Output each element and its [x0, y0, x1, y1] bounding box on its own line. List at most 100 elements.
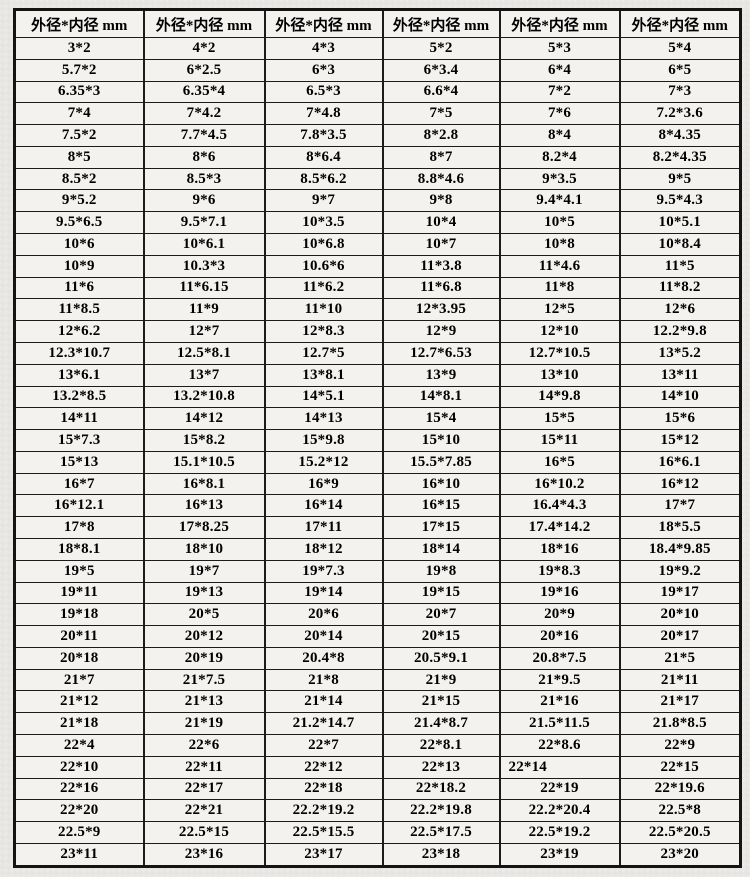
size-cell: 22*8.1: [381, 734, 501, 757]
size-cell: 16*14: [263, 494, 384, 518]
size-cell: 20*11: [13, 625, 145, 648]
size-cell: 23*18: [381, 842, 501, 868]
size-cell: 16*12.1: [13, 494, 145, 518]
size-cell: 11*6.2: [263, 276, 384, 300]
size-cell: 19*8.3: [498, 559, 621, 583]
size-cell: 8*6.4: [263, 145, 384, 169]
size-cell: 7*4.2: [142, 102, 266, 126]
size-cell: 6*3.4: [381, 58, 501, 82]
size-cell: 12*5: [498, 298, 621, 322]
size-cell: 19*14: [263, 581, 384, 605]
size-cell: 3*2: [13, 37, 145, 60]
size-cell: 7*5: [381, 102, 501, 126]
table-row: 13.2*8.5 13.2*10.8 14*5.1 14*8.1 14*9.8 14*10: [13, 385, 742, 409]
column-header: 外径*内径 mm: [263, 9, 384, 38]
size-cell: 19*15: [381, 581, 501, 605]
size-cell: 20.8*7.5: [498, 646, 621, 670]
size-cell: 13*8.1: [263, 363, 384, 387]
size-cell: 7.8*3.5: [263, 124, 384, 147]
table-row: 8.5*2 8.5*3 8.5*6.2 8.8*4.6 9*3.5 9*5: [13, 167, 742, 191]
size-cell: 21*7.5: [142, 668, 266, 692]
size-cell: 10*3.5: [263, 211, 384, 235]
size-cell: 18*12: [263, 537, 384, 561]
size-cell: 5*2: [381, 37, 501, 60]
size-cell: 8.2*4: [498, 145, 621, 169]
size-spec-table: 外径*内径 mm 外径*内径 mm 外径*内径 mm 外径*内径 mm 外径*内…: [13, 8, 742, 868]
size-cell: 18*10: [142, 537, 266, 561]
size-cell: 20*10: [618, 603, 742, 627]
size-cell: 18*5.5: [618, 516, 742, 539]
size-cell: 22*13: [381, 755, 501, 779]
size-cell: 21*7: [13, 668, 145, 692]
table-row: 10*9 10.3*3 10.6*6 11*3.8 11*4.6 11*5: [13, 254, 742, 278]
table-row: 10*6 10*6.1 10*6.8 10*7 10*8 10*8.4: [13, 233, 742, 256]
size-cell: 21*13: [142, 690, 266, 714]
size-cell: 9.5*4.3: [618, 189, 742, 213]
size-cell: 8*4: [498, 124, 621, 147]
size-cell: 22*17: [142, 777, 266, 801]
size-cell: 20*18: [13, 646, 145, 670]
size-cell: 12.3*10.7: [13, 341, 145, 365]
size-cell: 10*9: [13, 254, 145, 278]
size-cell: 15*7.3: [13, 429, 145, 452]
size-cell: 11*8.5: [13, 298, 145, 322]
size-cell: 15.2*12: [263, 450, 384, 474]
size-cell: 12*9: [381, 320, 501, 343]
size-cell: 13.2*10.8: [142, 385, 266, 409]
table-header: 外径*内径 mm 外径*内径 mm 外径*内径 mm 外径*内径 mm 外径*内…: [13, 9, 742, 38]
size-cell: 17*8: [13, 516, 145, 539]
size-cell: 22*7: [263, 734, 384, 757]
size-cell: 23*17: [263, 842, 384, 868]
size-cell: 22*19: [498, 777, 621, 801]
size-cell: 6.35*4: [142, 80, 266, 104]
size-cell: 23*19: [498, 842, 621, 868]
table-row: 14*11 14*12 14*13 15*4 15*5 15*6: [13, 407, 742, 431]
table-row: 20*11 20*12 20*14 20*15 20*16 20*17: [13, 625, 742, 648]
size-cell: 19*7.3: [263, 559, 384, 583]
size-cell: 11*8.2: [618, 276, 742, 300]
size-cell: 17*15: [381, 516, 501, 539]
size-cell: 7*4.8: [263, 102, 384, 126]
size-cell: 14*9.8: [498, 385, 621, 409]
size-cell: 19*5: [13, 559, 145, 583]
table-row: 9*5.2 9*6 9*7 9*8 9.4*4.1 9.5*4.3: [13, 189, 742, 213]
size-cell: 13*5.2: [618, 341, 742, 365]
size-cell: 20*6: [263, 603, 384, 627]
size-cell: 21.4*8.7: [381, 712, 501, 735]
size-cell: 4*2: [142, 37, 266, 60]
size-cell: 16*5: [498, 450, 621, 474]
size-cell: 20*16: [498, 625, 621, 648]
size-cell: 8.8*4.6: [381, 167, 501, 191]
size-cell: 5*4: [618, 37, 742, 60]
size-cell: 21*12: [13, 690, 145, 714]
size-cell: 22*18.2: [381, 777, 501, 801]
table-row: 15*13 15.1*10.5 15.2*12 15.5*7.85 16*5 16*6.1: [13, 450, 742, 474]
size-cell: 10*5.1: [618, 211, 742, 235]
size-cell: 19*8: [381, 559, 501, 583]
size-cell: 19*7: [142, 559, 266, 583]
size-cell: 15.1*10.5: [142, 450, 266, 474]
size-cell: 20*9: [498, 603, 621, 627]
size-cell: 22*11: [142, 755, 266, 779]
size-cell: 10.3*3: [142, 254, 266, 278]
size-cell: 11*6.15: [142, 276, 266, 300]
size-cell: 20*19: [142, 646, 266, 670]
size-cell: 17*8.25: [142, 516, 266, 539]
size-cell: 16*10.2: [498, 472, 621, 496]
size-cell: 14*13: [263, 407, 384, 431]
size-cell: 20*5: [142, 603, 266, 627]
size-cell: 22.5*15: [142, 821, 266, 844]
table-body: 3*2 4*2 4*3 5*2 5*3 5*4 5.7*2 6*2.5 6*3 6*3.4 6*4 6…: [13, 37, 742, 868]
size-cell: 5.7*2: [13, 58, 145, 82]
size-cell: 17.4*14.2: [498, 516, 621, 539]
table-row: 20*18 20*19 20.4*8 20.5*9.1 20.8*7.5 21*5: [13, 646, 742, 670]
size-cell: 10*4: [381, 211, 501, 235]
size-cell: 12*7: [142, 320, 266, 343]
table-row: 19*5 19*7 19*7.3 19*8 19*8.3 19*9.2: [13, 559, 742, 583]
size-cell: 11*8: [498, 276, 621, 300]
size-cell: 16.4*4.3: [498, 494, 621, 518]
size-cell: 4*3: [263, 37, 384, 60]
size-cell: 20*12: [142, 625, 266, 648]
size-cell: 21.5*11.5: [498, 712, 621, 735]
